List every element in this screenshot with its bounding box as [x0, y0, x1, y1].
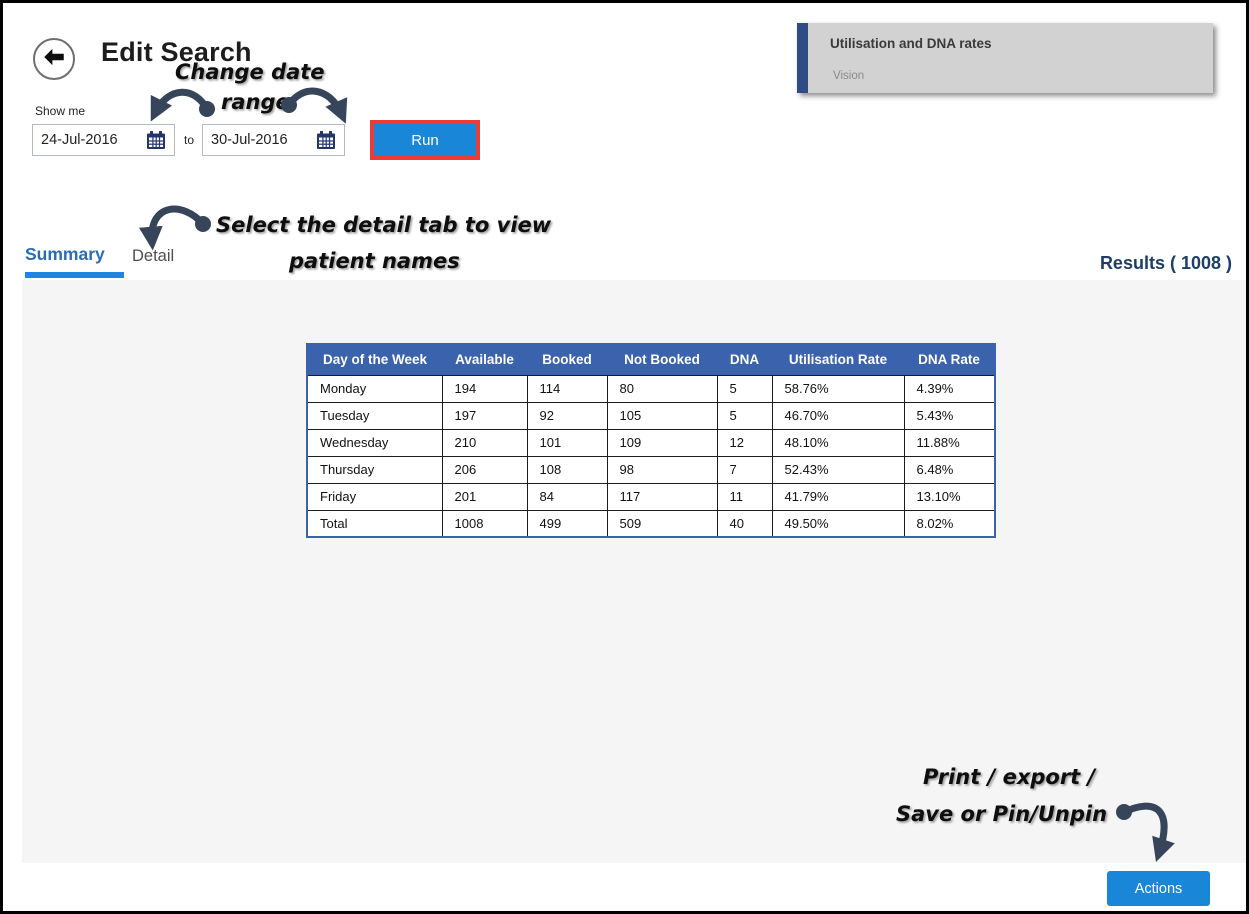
table-cell: 7: [716, 455, 773, 484]
table-cell: Friday: [306, 482, 443, 511]
run-button[interactable]: Run: [374, 124, 476, 156]
report-card-title: Utilisation and DNA rates: [830, 36, 992, 51]
table-column-header: Not Booked: [607, 344, 717, 375]
table-cell: 84: [526, 482, 608, 511]
results-table: Day of the Week Available Booked Not Booked…: [306, 343, 996, 538]
table-cell: 5.43%: [903, 401, 996, 430]
annotation-actions-line1: Print / export /: [923, 765, 1096, 789]
table-row: Total 1008 499 509 40 49.50% 8.02%: [306, 509, 996, 538]
tab-detail[interactable]: Detail: [132, 247, 175, 265]
table-cell: 98: [606, 455, 718, 484]
table-column-header: DNA Rate: [904, 344, 995, 375]
table-column-header: Day of the Week: [307, 344, 442, 375]
table-cell: Total: [306, 509, 443, 538]
table-cell: 46.70%: [771, 401, 905, 430]
table-cell: 49.50%: [771, 509, 905, 538]
table-column-header: DNA: [717, 344, 772, 375]
table-cell: 52.43%: [771, 455, 905, 484]
table-cell: 105: [606, 401, 718, 430]
table-cell: Wednesday: [306, 428, 443, 457]
arrow-to-to-date-calendar: [285, 87, 348, 124]
tab-summary[interactable]: Summary: [25, 244, 105, 264]
table-header-row: Day of the Week Available Booked Not Booked…: [307, 344, 995, 375]
table-cell: 114: [526, 374, 608, 403]
table-cell: 11: [716, 482, 773, 511]
results-count: Results ( 1008 ): [1099, 253, 1232, 273]
table-cell: 48.10%: [771, 428, 905, 457]
table-cell: 13.10%: [903, 482, 996, 511]
table-cell: 41.79%: [771, 482, 905, 511]
calendar-icon[interactable]: [316, 130, 336, 150]
annotation-detail-tab-line1: Select the detail tab to view: [216, 213, 552, 237]
run-highlight-frame: Run: [370, 120, 480, 160]
arrow-to-detail-tab: [139, 205, 207, 251]
calendar-icon[interactable]: [146, 130, 166, 150]
annotation-change-date-line2: range: [221, 90, 290, 114]
table-cell: 12: [716, 428, 773, 457]
left-arrow-icon: [41, 44, 67, 75]
table-column-header: Utilisation Rate: [772, 344, 904, 375]
table-cell: 5: [716, 374, 773, 403]
table-row: Friday 201 84 117 11 41.79% 13.10%: [306, 482, 996, 511]
date-to-value: 30-Jul-2016: [211, 132, 288, 148]
table-cell: 4.39%: [903, 374, 996, 403]
arrow-to-from-date-calendar: [150, 88, 211, 122]
active-tab-underline: [25, 272, 124, 278]
table-cell: 1008: [441, 509, 528, 538]
report-card[interactable]: Utilisation and DNA rates Vision: [797, 23, 1213, 93]
date-from-value: 24-Jul-2016: [41, 132, 118, 148]
table-row: Wednesday 210 101 109 12 48.10% 11.88%: [306, 428, 996, 457]
show-me-label: Show me: [35, 104, 86, 118]
table-cell: Tuesday: [306, 401, 443, 430]
table-cell: Thursday: [306, 455, 443, 484]
table-cell: 197: [441, 401, 528, 430]
table-column-header: Booked: [527, 344, 607, 375]
table-cell: 92: [526, 401, 608, 430]
table-cell: 58.76%: [771, 374, 905, 403]
table-cell: 101: [526, 428, 608, 457]
table-cell: 40: [716, 509, 773, 538]
annotation-detail-tab-line2: patient names: [289, 249, 460, 273]
table-cell: 5: [716, 401, 773, 430]
table-cell: 109: [606, 428, 718, 457]
table-cell: 117: [606, 482, 718, 511]
table-cell: 206: [441, 455, 528, 484]
annotation-change-date-line1: Change date: [175, 60, 325, 84]
annotation-actions-line2: Save or Pin/Unpin: [896, 802, 1108, 826]
to-label: to: [184, 133, 195, 147]
table-row: Tuesday 197 92 105 5 46.70% 5.43%: [306, 401, 996, 430]
table-cell: 11.88%: [903, 428, 996, 457]
table-cell: 499: [526, 509, 608, 538]
table-row: Thursday 206 108 98 7 52.43% 6.48%: [306, 455, 996, 484]
table-column-header: Available: [442, 344, 527, 375]
table-cell: 108: [526, 455, 608, 484]
table-cell: 80: [606, 374, 718, 403]
table-row: Monday 194 114 80 5 58.76% 4.39%: [306, 374, 996, 403]
date-from-input[interactable]: 24-Jul-2016: [32, 124, 175, 156]
date-to-input[interactable]: 30-Jul-2016: [202, 124, 345, 156]
table-cell: 210: [441, 428, 528, 457]
table-cell: 6.48%: [903, 455, 996, 484]
table-cell: 194: [441, 374, 528, 403]
table-cell: 201: [441, 482, 528, 511]
actions-button[interactable]: Actions: [1107, 871, 1210, 906]
table-cell: Monday: [306, 374, 443, 403]
table-cell: 8.02%: [903, 509, 996, 538]
back-button[interactable]: [33, 38, 75, 80]
report-card-subtitle: Vision: [833, 70, 865, 82]
table-cell: 509: [606, 509, 718, 538]
page-title: Edit Search: [101, 37, 252, 67]
